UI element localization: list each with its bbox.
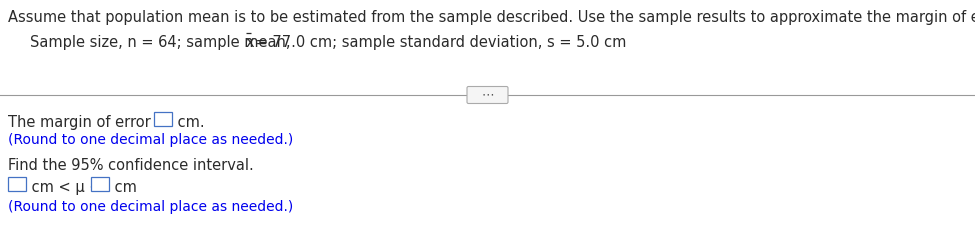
Text: (Round to one decimal place as needed.): (Round to one decimal place as needed.)	[8, 200, 293, 214]
Text: ⋯: ⋯	[482, 88, 493, 102]
Text: The margin of error is: The margin of error is	[8, 115, 172, 130]
Text: Assume that population mean is to be estimated from the sample described. Use th: Assume that population mean is to be est…	[8, 10, 975, 25]
Text: = 77.0 cm; sample standard deviation, s = 5.0 cm: = 77.0 cm; sample standard deviation, s …	[251, 35, 626, 50]
Text: cm.: cm.	[173, 115, 205, 130]
Text: Find the 95% confidence interval.: Find the 95% confidence interval.	[8, 158, 254, 173]
Bar	[91, 177, 108, 191]
Bar	[154, 112, 172, 126]
Text: (Round to one decimal place as needed.): (Round to one decimal place as needed.)	[8, 133, 293, 147]
Bar	[8, 177, 26, 191]
Text: Sample size, n = 64; sample mean,: Sample size, n = 64; sample mean,	[30, 35, 295, 50]
Text: cm < μ <: cm < μ <	[27, 180, 106, 195]
Text: x: x	[246, 35, 254, 50]
Text: cm: cm	[109, 180, 136, 195]
FancyBboxPatch shape	[467, 86, 508, 104]
